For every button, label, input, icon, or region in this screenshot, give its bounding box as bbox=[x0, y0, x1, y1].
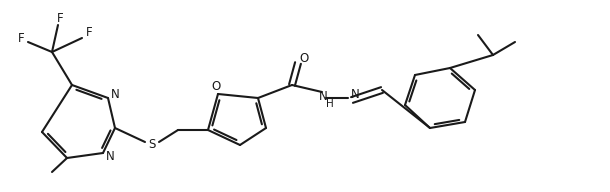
Text: N: N bbox=[351, 89, 359, 102]
Text: F: F bbox=[85, 26, 92, 40]
Text: N: N bbox=[110, 89, 120, 102]
Text: O: O bbox=[212, 79, 221, 93]
Text: S: S bbox=[148, 137, 156, 151]
Text: F: F bbox=[57, 12, 63, 25]
Text: N: N bbox=[318, 89, 328, 103]
Text: F: F bbox=[18, 31, 24, 45]
Text: N: N bbox=[106, 150, 115, 162]
Text: H: H bbox=[326, 99, 334, 109]
Text: O: O bbox=[300, 51, 309, 65]
